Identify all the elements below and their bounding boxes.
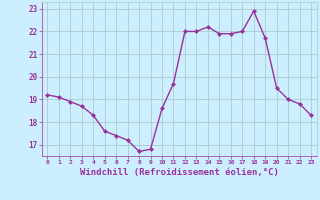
X-axis label: Windchill (Refroidissement éolien,°C): Windchill (Refroidissement éolien,°C) [80,168,279,177]
